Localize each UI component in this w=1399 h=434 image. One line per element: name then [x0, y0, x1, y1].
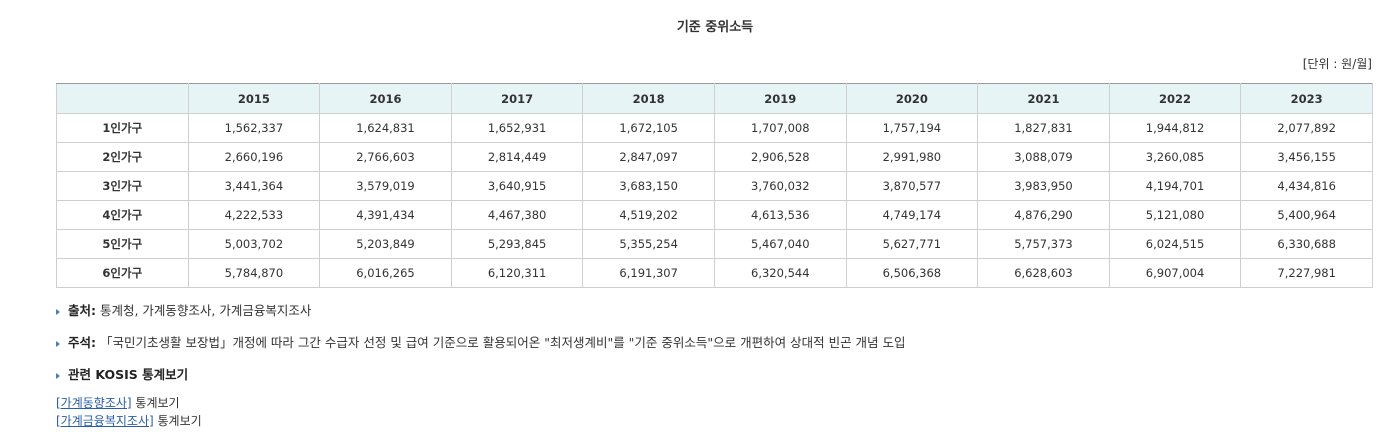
- bullet: [56, 308, 60, 315]
- note: 관련 KOSIS 통계보기: [56, 364, 188, 383]
- table-row: 1인가구 1,562,337 1,624,831 1,652,931 1,672,105…: [56, 113, 1373, 143]
- column-header: 2022: [1108, 83, 1242, 114]
- column-header: 2015: [187, 83, 321, 114]
- cell: 1,944,812: [1108, 113, 1242, 143]
- column-header: 2021: [977, 83, 1110, 114]
- cell: 2,766,603: [319, 142, 452, 172]
- cell: 1,707,008: [713, 113, 847, 143]
- cell: 3,579,019: [319, 171, 452, 201]
- table-row: 2인가구 2,660,196 2,766,603 2,814,449 2,847,097…: [56, 142, 1373, 172]
- row-header: 5인가구: [56, 229, 189, 259]
- cell: 2,660,196: [187, 142, 321, 172]
- corner: [56, 83, 189, 114]
- cell: 5,203,849: [319, 229, 452, 259]
- cell: 1,672,105: [582, 113, 715, 143]
- cell: 4,467,380: [450, 200, 584, 230]
- header-row: 2015 2016 2017 2018 2019 2020 2021 2022 2023: [56, 83, 1373, 114]
- link[interactable]: [가계금융복지조사]: [56, 414, 154, 428]
- cell: 5,784,870: [187, 258, 321, 288]
- column-header: 2017: [450, 83, 584, 114]
- cell: 5,293,845: [450, 229, 584, 259]
- cell: 5,121,080: [1108, 200, 1242, 230]
- cell: 1,652,931: [450, 113, 584, 143]
- title: 기준 중위소득: [676, 20, 754, 35]
- cell: 6,191,307: [582, 258, 715, 288]
- cell: 4,194,701: [1108, 171, 1242, 201]
- cell: 3,760,032: [713, 171, 847, 201]
- cell: 3,456,155: [1240, 142, 1373, 172]
- cell: 6,506,368: [845, 258, 979, 288]
- cell: 6,024,515: [1108, 229, 1242, 259]
- table-row: 4인가구 4,222,533 4,391,434 4,467,380 4,519,202…: [56, 200, 1373, 230]
- cell: 2,906,528: [713, 142, 847, 172]
- cell: 3,088,079: [977, 142, 1110, 172]
- cell: 1,624,831: [319, 113, 452, 143]
- unit: [단위 : 원/월]: [1302, 57, 1372, 71]
- related-link: [가계금융복지조사] 통계보기: [56, 412, 202, 429]
- cell: 4,434,816: [1240, 171, 1373, 201]
- related-title: 관련 KOSIS 통계보기: [68, 367, 189, 382]
- cell: 4,391,434: [319, 200, 452, 230]
- cell: 4,876,290: [977, 200, 1110, 230]
- note-text: 통계청, 가계동향조사, 가계금융복지조사: [96, 303, 312, 318]
- cell: 2,814,449: [450, 142, 584, 172]
- related-link: [가계동향조사] 통계보기: [56, 394, 180, 411]
- table-row: 3인가구 3,441,364 3,579,019 3,640,915 3,683,150…: [56, 171, 1373, 201]
- column-header: 2018: [582, 83, 715, 114]
- cell: 6,330,688: [1240, 229, 1373, 259]
- row-header: 1인가구: [56, 113, 189, 143]
- note: 주석: 「국민기초생활 보장법」개정에 따라 그간 수급자 선정 및 급여 기준…: [56, 332, 906, 351]
- cell: 1,827,831: [977, 113, 1110, 143]
- column-header: 2019: [713, 83, 847, 114]
- cell: 2,077,892: [1240, 113, 1373, 143]
- cell: 5,400,964: [1240, 200, 1373, 230]
- cell: 5,003,702: [187, 229, 321, 259]
- note-label: 주석:: [68, 335, 96, 350]
- income-table: 2015 2016 2017 2018 2019 2020 2021 2022 2023 1인가…: [56, 83, 1373, 288]
- table-row: 5인가구 5,003,702 5,203,849 5,293,845 5,355,254…: [56, 229, 1373, 259]
- cell: 5,467,040: [713, 229, 847, 259]
- cell: 6,016,265: [319, 258, 452, 288]
- cell: 7,227,981: [1240, 258, 1373, 288]
- cell: 3,683,150: [582, 171, 715, 201]
- cell: 3,640,915: [450, 171, 584, 201]
- cell: 3,260,085: [1108, 142, 1242, 172]
- bullet: [56, 372, 60, 379]
- cell: 4,519,202: [582, 200, 715, 230]
- cell: 3,441,364: [187, 171, 321, 201]
- link-text: 통계보기: [131, 396, 180, 410]
- cell: 5,627,771: [845, 229, 979, 259]
- cell: 6,628,603: [977, 258, 1110, 288]
- row-header: 3인가구: [56, 171, 189, 201]
- cell: 4,613,536: [713, 200, 847, 230]
- cell: 1,757,194: [845, 113, 979, 143]
- row-header: 4인가구: [56, 200, 189, 230]
- note: 출처: 통계청, 가계동향조사, 가계금융복지조사: [56, 300, 311, 319]
- link-text: 통계보기: [153, 414, 202, 428]
- cell: 1,562,337: [187, 113, 321, 143]
- link[interactable]: [가계동향조사]: [56, 396, 132, 410]
- cell: 3,983,950: [977, 171, 1110, 201]
- column-header: 2016: [319, 83, 452, 114]
- row-header: 6인가구: [56, 258, 189, 288]
- table-row: 6인가구 5,784,870 6,016,265 6,120,311 6,191,307…: [56, 258, 1373, 288]
- cell: 4,749,174: [845, 200, 979, 230]
- cell: 6,320,544: [713, 258, 847, 288]
- row-header: 2인가구: [56, 142, 189, 172]
- cell: 4,222,533: [187, 200, 321, 230]
- table-body: 1인가구 1,562,337 1,624,831 1,652,931 1,672,105…: [56, 113, 1373, 288]
- cell: 6,120,311: [450, 258, 584, 288]
- bullet: [56, 340, 60, 347]
- cell: 2,991,980: [845, 142, 979, 172]
- cell: 5,757,373: [977, 229, 1110, 259]
- cell: 3,870,577: [845, 171, 979, 201]
- note-text: 「국민기초생활 보장법」개정에 따라 그간 수급자 선정 및 급여 기준으로 활…: [96, 335, 906, 350]
- column-header: 2023: [1240, 83, 1373, 114]
- cell: 6,907,004: [1108, 258, 1242, 288]
- column-header: 2020: [845, 83, 979, 114]
- note-label: 출처:: [68, 303, 96, 318]
- cell: 2,847,097: [582, 142, 715, 172]
- cell: 5,355,254: [582, 229, 715, 259]
